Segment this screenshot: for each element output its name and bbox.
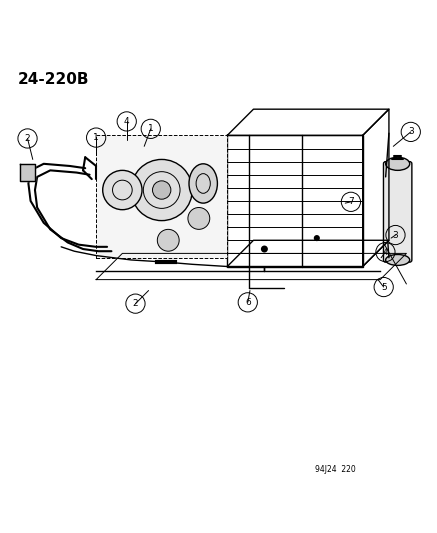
FancyBboxPatch shape <box>384 161 412 262</box>
Circle shape <box>157 229 179 251</box>
Text: 2: 2 <box>25 134 30 143</box>
Circle shape <box>261 246 268 253</box>
Text: 5: 5 <box>381 282 387 292</box>
Ellipse shape <box>189 164 218 203</box>
Text: 4: 4 <box>383 248 388 256</box>
Ellipse shape <box>386 157 410 171</box>
Text: 24-220B: 24-220B <box>17 72 89 87</box>
Circle shape <box>188 207 210 229</box>
Ellipse shape <box>386 254 410 265</box>
Text: 4: 4 <box>124 117 129 126</box>
Text: 94J24  220: 94J24 220 <box>315 465 355 474</box>
Text: 3: 3 <box>392 231 399 239</box>
Polygon shape <box>20 164 35 181</box>
Text: 7: 7 <box>348 197 354 206</box>
Circle shape <box>314 235 320 241</box>
Text: 1: 1 <box>93 133 99 142</box>
Text: 2: 2 <box>133 299 138 308</box>
Circle shape <box>103 171 142 209</box>
Text: 6: 6 <box>245 298 251 307</box>
Circle shape <box>131 159 192 221</box>
Text: 1: 1 <box>148 124 154 133</box>
Circle shape <box>153 181 171 199</box>
FancyBboxPatch shape <box>96 135 227 258</box>
Text: 3: 3 <box>408 127 414 136</box>
